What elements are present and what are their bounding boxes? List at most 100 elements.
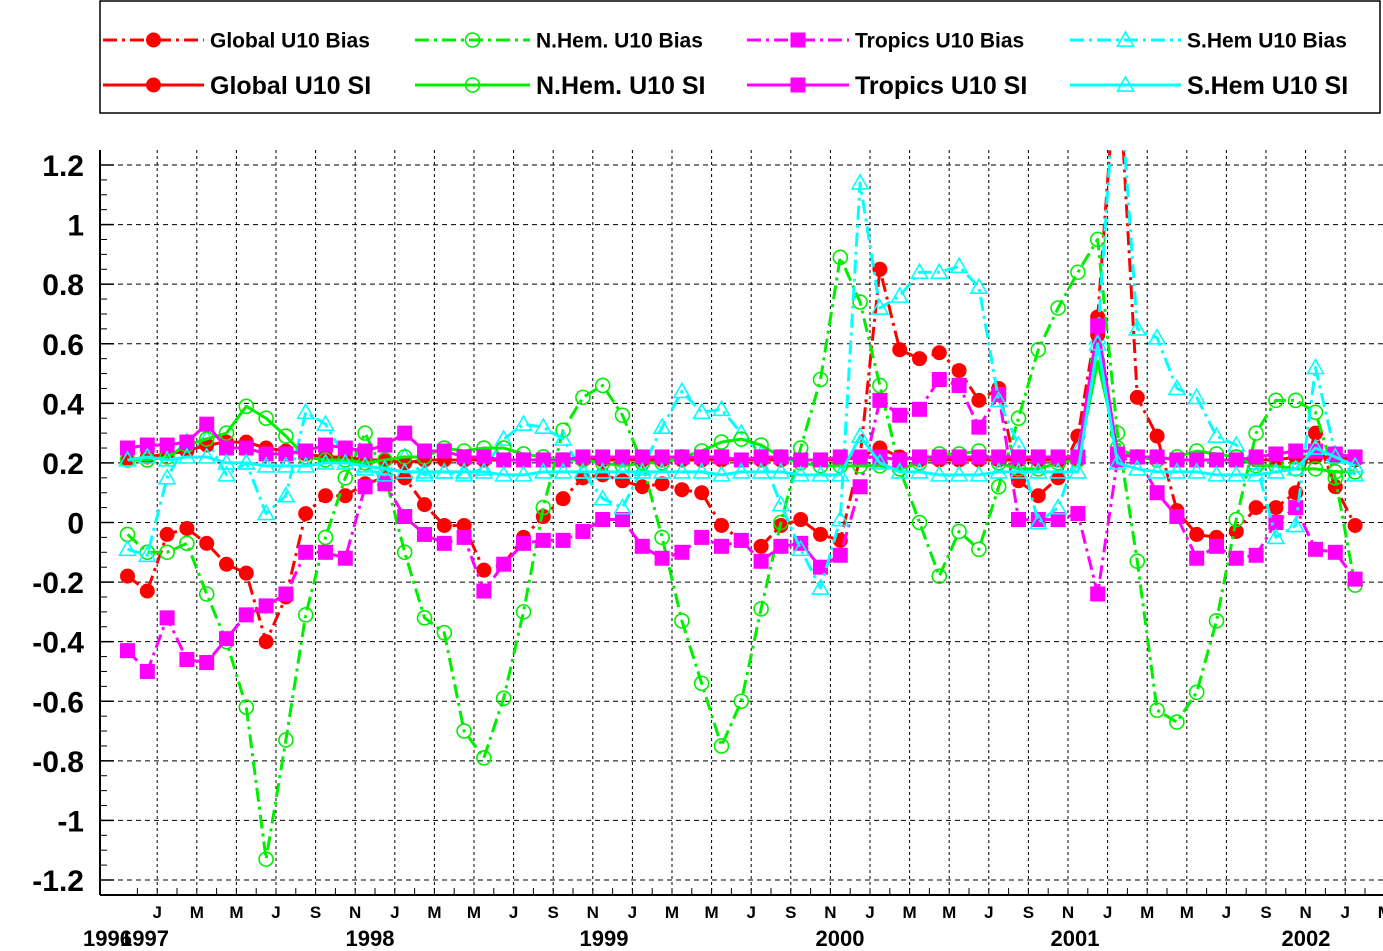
data-point xyxy=(139,437,155,453)
data-point xyxy=(1129,553,1146,570)
data-point xyxy=(553,429,573,446)
data-point xyxy=(793,452,809,468)
data-point xyxy=(1248,547,1264,563)
legend-marker xyxy=(790,32,806,48)
data-point xyxy=(931,449,947,465)
data-point xyxy=(1089,231,1106,248)
data-point xyxy=(1325,447,1345,464)
data-point xyxy=(476,562,492,578)
year-label: 1998 xyxy=(346,926,395,951)
data-point xyxy=(674,544,690,560)
data-point xyxy=(1169,509,1185,525)
month-tick-label: S xyxy=(1023,903,1034,922)
data-point xyxy=(1030,488,1046,504)
month-tick-label: M xyxy=(942,903,956,922)
legend-entry: S.Hem U10 Bias xyxy=(1070,30,1347,53)
data-point xyxy=(832,449,848,465)
data-point xyxy=(219,556,234,572)
data-point xyxy=(476,750,492,766)
data-point xyxy=(634,449,650,465)
data-point xyxy=(555,532,571,548)
data-point xyxy=(514,414,533,432)
month-tick-label: N xyxy=(349,903,361,922)
legend-entry: Global U10 Bias xyxy=(103,30,370,53)
data-point xyxy=(238,398,255,415)
data-point xyxy=(714,449,729,465)
data-point xyxy=(238,565,254,581)
data-point xyxy=(1147,328,1167,345)
data-point xyxy=(991,449,1007,465)
data-point xyxy=(1327,464,1344,480)
data-point xyxy=(832,547,848,563)
data-point xyxy=(1288,443,1304,459)
year-label: 2002 xyxy=(1282,926,1331,951)
legend-marker xyxy=(464,32,481,48)
data-point xyxy=(454,465,474,482)
data-point xyxy=(1268,500,1284,516)
data-point xyxy=(753,538,769,554)
data-point xyxy=(159,610,175,626)
data-point xyxy=(733,452,749,468)
data-point xyxy=(1011,449,1026,465)
legend-label: N.Hem. U10 Bias xyxy=(536,30,703,53)
y-tick-label: 0.6 xyxy=(42,329,84,362)
data-point xyxy=(1127,459,1147,476)
data-point xyxy=(1228,550,1244,566)
data-point xyxy=(434,462,454,479)
data-point xyxy=(375,465,395,482)
data-point xyxy=(159,526,175,542)
data-point xyxy=(219,631,234,647)
data-point xyxy=(850,426,870,443)
data-point xyxy=(652,462,672,479)
data-point xyxy=(872,261,888,277)
data-point xyxy=(931,372,947,387)
series-line xyxy=(127,150,1357,590)
month-tick-label: J xyxy=(152,903,161,922)
data-point xyxy=(1287,392,1304,409)
month-tick-label: N xyxy=(824,903,836,922)
data-point xyxy=(415,462,434,479)
data-point xyxy=(375,459,395,476)
data-point xyxy=(397,425,413,441)
data-point xyxy=(1050,300,1066,316)
data-point xyxy=(278,732,294,748)
month-tick-label: S xyxy=(785,903,796,922)
data-point xyxy=(951,449,967,465)
data-point xyxy=(476,449,492,465)
data-point xyxy=(593,489,613,506)
data-point xyxy=(395,462,415,479)
data-point xyxy=(1187,462,1207,479)
data-point xyxy=(179,520,195,536)
month-tick-label: M xyxy=(1378,903,1383,922)
data-point xyxy=(713,434,730,450)
legend-entries: Global U10 Bias N.Hem. U10 Bias Tropics U1… xyxy=(103,30,1348,100)
data-point xyxy=(555,422,571,438)
data-point xyxy=(912,401,927,417)
data-point xyxy=(217,465,236,482)
data-point xyxy=(1288,500,1304,516)
legend-marker xyxy=(790,77,806,93)
data-point xyxy=(692,402,712,420)
data-point xyxy=(989,462,1009,479)
data-point xyxy=(118,539,137,557)
data-point xyxy=(694,449,710,465)
data-point xyxy=(1189,526,1205,542)
data-point xyxy=(672,381,692,399)
year-label: 1996 xyxy=(83,926,132,951)
data-point xyxy=(1048,497,1068,515)
data-point xyxy=(615,512,630,528)
month-tick-label: J xyxy=(865,903,874,922)
data-point xyxy=(575,389,591,406)
y-tick-label: 0.2 xyxy=(42,448,84,481)
data-point xyxy=(1268,446,1284,462)
data-point xyxy=(654,476,670,492)
series-2 xyxy=(120,372,1363,679)
data-point xyxy=(674,613,690,629)
data-point xyxy=(811,465,830,482)
series-line xyxy=(126,378,1357,673)
data-point xyxy=(1090,318,1106,334)
month-tick-label: J xyxy=(628,903,637,922)
data-point xyxy=(753,449,769,465)
data-point xyxy=(533,462,553,479)
data-point xyxy=(1266,527,1286,545)
